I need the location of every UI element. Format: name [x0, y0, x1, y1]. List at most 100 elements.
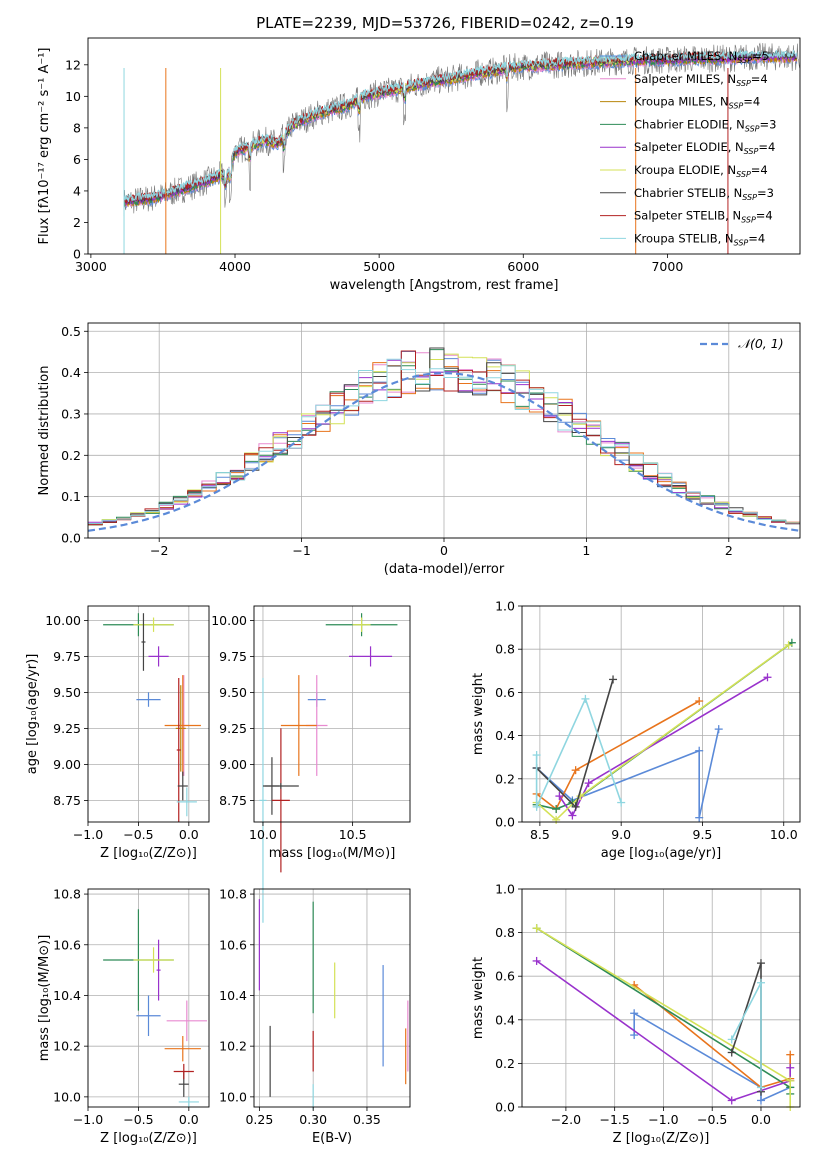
spectrum-axes: 3000 4000 5000 6000 7000 0 2 4 6 8 10 12 wavelength … [37, 37, 801, 293]
mass-vs-EBV-axes: 0.25 0.30 0.35 10.0 10.2 10.4 10.6 10.8 E(B-V) [219, 887, 411, 1146]
y-tick-label: 0.2 [61, 448, 81, 463]
y-tick-label: 0.0 [495, 1100, 515, 1115]
x-tick-label: 0.0 [179, 827, 199, 842]
x-axis-label: Z [log₁₀(Z/Z⊙)] [100, 846, 197, 861]
weight-vs-Z-axes: −2.0 −1.5 −1.0 −0.5 0.0 0.0 0.2 0.4 0.6 0.8 1.0 Z [… [471, 882, 801, 1146]
x-tick-label: 2 [725, 543, 733, 558]
x-tick-label: −1.0 [73, 1112, 103, 1127]
axes-frame [87, 322, 801, 539]
y-tick-label: 0.3 [61, 406, 81, 421]
y-tick-label: 10.4 [219, 988, 247, 1003]
x-tick-label: −1.0 [648, 1112, 678, 1127]
y-tick-label: 9.00 [219, 757, 247, 772]
axes-frame [87, 888, 210, 1108]
y-tick-label: 9.25 [219, 721, 247, 736]
y-axis-label: mass [log₁₀(M/M⊙)] [37, 935, 52, 1062]
y-tick-label: 0.5 [61, 324, 81, 339]
y-tick-label: 9.75 [53, 649, 81, 664]
mass-vs-Z-plot-area [103, 909, 207, 1107]
y-tick-label: 9.50 [219, 685, 247, 700]
x-tick-label: 10.5 [339, 827, 367, 842]
x-tick-label: −2 [150, 543, 168, 558]
age-vs-mass-axes: 10.0 10.5 8.75 9.00 9.25 9.50 9.75 10.00 mass [l… [211, 605, 411, 923]
x-axis-label: age [log₁₀(age/yr)] [601, 846, 722, 861]
y-tick-label: 8.75 [219, 793, 247, 808]
x-tick-label: 10.0 [249, 827, 277, 842]
y-tick-label: 0.2 [495, 1056, 515, 1071]
y-tick-label: 0.8 [495, 925, 515, 940]
y-tick-label: 0.0 [495, 815, 515, 830]
y-axis-label: Normed distribution [37, 366, 52, 496]
legend-entry: Chabrier ELODIE, NSSP=3 [634, 117, 776, 133]
y-tick-label: 2 [73, 215, 81, 230]
residual-histogram [88, 358, 800, 525]
x-axis-label: wavelength [Angstrom, rest frame] [330, 278, 559, 293]
age-vs-mass-plot-area [259, 613, 398, 923]
y-tick-label: 0.2 [495, 771, 515, 786]
age-vs-Z-plot-area [103, 613, 201, 822]
y-tick-label: 9.00 [53, 757, 81, 772]
mass-vs-EBV-plot-area [258, 899, 409, 1110]
mass-weight-line [535, 696, 622, 808]
y-tick-label: 1.0 [495, 599, 515, 614]
y-tick-label: 0.4 [495, 1012, 515, 1027]
y-tick-label: 4 [73, 183, 81, 198]
spectrum-plot-area [123, 42, 800, 254]
y-tick-label: 10.4 [53, 988, 81, 1003]
y-tick-label: 9.25 [53, 721, 81, 736]
model-spectrum-line [123, 49, 798, 203]
legend-entry: Chabrier STELIB, NSSP=3 [634, 186, 774, 202]
axes-frame [87, 37, 801, 255]
y-axis-label: mass weight [471, 673, 486, 755]
y-axis-label: age [log₁₀(age/yr)] [25, 654, 40, 775]
x-tick-label: 9.0 [611, 827, 631, 842]
x-axis-label: mass [log₁₀(M/M⊙)] [269, 846, 396, 861]
weight-vs-Z-plot-area [532, 924, 795, 1111]
spectrum-legend: Chabrier MILES, NSSP=5 Salpeter MILES, NS… [600, 49, 776, 247]
y-tick-label: 10 [65, 89, 81, 104]
mass-weight-line [536, 700, 700, 811]
residuals-axes: −2 −1 0 1 2 0.0 0.1 0.2 0.3 0.4 0.5 (data-model)/er… [37, 322, 801, 577]
y-tick-label: 10.00 [45, 613, 81, 628]
y-tick-label: 10.2 [219, 1039, 247, 1054]
x-tick-label: 3000 [75, 259, 107, 274]
y-tick-label: 0.4 [495, 728, 515, 743]
mass-weight-line [536, 644, 790, 821]
legend-entry: Salpeter STELIB, NSSP=4 [634, 209, 773, 225]
y-tick-label: 0 [73, 247, 81, 262]
y-tick-label: 0.6 [495, 969, 515, 984]
legend-entry: Kroupa MILES, NSSP=4 [634, 95, 760, 111]
gaussian-curve [87, 371, 801, 532]
residual-histogram [88, 350, 800, 525]
residuals-plot-area [87, 347, 801, 532]
x-tick-label: 1 [582, 543, 590, 558]
y-tick-label: 10.0 [219, 1089, 247, 1104]
x-axis-label: (data-model)/error [384, 562, 505, 577]
x-tick-label: 0.35 [353, 1112, 381, 1127]
y-tick-label: 10.8 [219, 887, 247, 902]
y-tick-label: 12 [65, 57, 81, 72]
y-tick-label: 10.8 [53, 887, 81, 902]
x-tick-label: −0.5 [697, 1112, 727, 1127]
mass-vs-Z-axes: −1.0 −0.5 0.0 10.0 10.2 10.4 10.6 10.8 Z [log₁₀(… [37, 887, 210, 1146]
x-axis-label: Z [log₁₀(Z/Z⊙)] [613, 1131, 710, 1146]
y-tick-label: 10.2 [53, 1039, 81, 1054]
x-tick-label: 0.0 [751, 1112, 771, 1127]
axes-frame [521, 605, 801, 823]
x-tick-label: −0.5 [123, 1112, 153, 1127]
x-tick-label: −1 [292, 543, 310, 558]
y-axis-label: Flux [fλ10⁻¹⁷ erg cm⁻² s⁻¹ A⁻¹] [37, 48, 52, 245]
y-tick-label: 0.1 [61, 489, 81, 504]
legend-entry: Salpeter MILES, NSSP=4 [634, 72, 768, 88]
legend-entry: 𝒩(0, 1) [738, 336, 784, 351]
x-tick-label: −2.0 [551, 1112, 581, 1127]
y-tick-label: 6 [73, 152, 81, 167]
y-tick-label: 10.6 [53, 937, 81, 952]
x-tick-label: 8.5 [530, 827, 550, 842]
y-tick-label: 9.50 [53, 685, 81, 700]
y-tick-label: 8 [73, 120, 81, 135]
x-tick-label: 5000 [363, 259, 395, 274]
y-tick-label: 0.4 [61, 365, 81, 380]
x-tick-label: 0.30 [299, 1112, 327, 1127]
